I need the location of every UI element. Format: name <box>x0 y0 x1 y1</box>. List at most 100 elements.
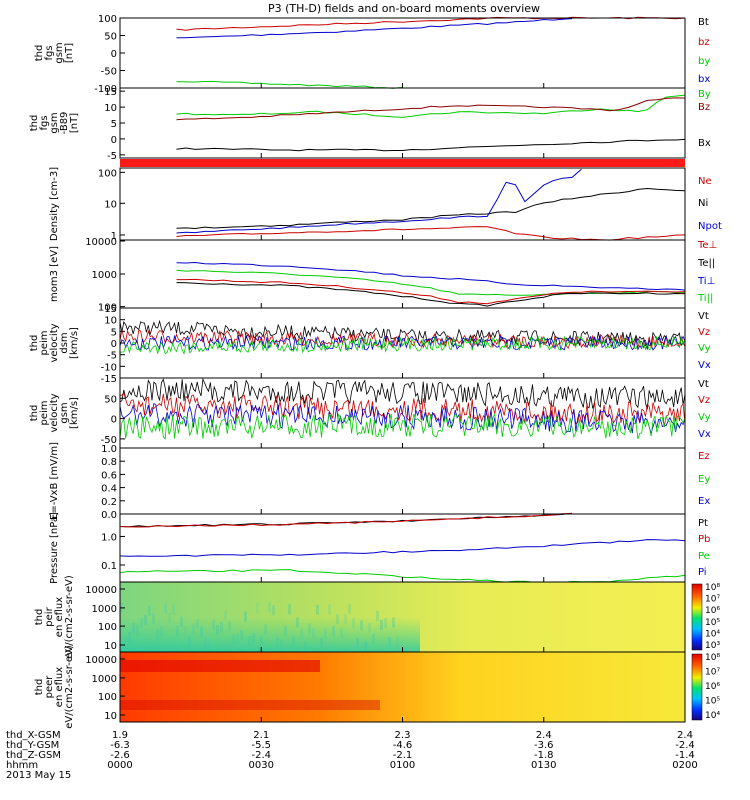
series-bz <box>176 16 686 31</box>
panel-6-ylabel: [km/s] <box>69 397 80 429</box>
row-label-hhmm: hhmm <box>6 760 38 771</box>
panel-7-frame <box>119 447 686 515</box>
heatmap-ion-streak <box>344 614 347 625</box>
series-Bx <box>176 138 686 152</box>
heatmap-ion-streak <box>132 623 135 634</box>
series-Vy <box>119 335 686 355</box>
panel-1-ylabel: [nT] <box>64 43 75 63</box>
heatmap-ion-streak <box>348 603 351 614</box>
panel-1-ylabel: thd <box>34 45 45 62</box>
heatmap-ion-streak <box>316 604 319 615</box>
panel-4-frame <box>119 239 686 309</box>
panel-7-ylabel: E=-VxB [mV/m] <box>49 442 60 520</box>
y-tick-label: 5 <box>111 119 117 130</box>
legend-Ni: Ni <box>698 198 708 209</box>
y-tick-label: 10000 <box>85 655 117 666</box>
y-tick-label: 0.4 <box>101 484 117 495</box>
heatmap-ion-streak <box>284 625 287 636</box>
row-label-y: thd_Y-GSM <box>6 740 59 751</box>
heatmap-ion-streak <box>128 632 131 643</box>
series-Npot <box>176 168 582 234</box>
heatmap-ion-streak <box>308 623 311 634</box>
panel-2-frame <box>119 87 686 159</box>
axis-value-x: 1.9 <box>112 730 128 741</box>
heatmap-ion-streak <box>360 620 363 631</box>
heatmap-ion-streak <box>396 637 399 648</box>
axis-value-x: 2.3 <box>395 730 411 741</box>
y-tick-label: -5 <box>107 151 117 162</box>
panel-2-ylabel: fgs <box>39 115 50 130</box>
heatmap-ion-streak <box>228 621 231 632</box>
y-tick-label: -50 <box>101 67 117 78</box>
heatmap-ion-streak <box>352 618 355 629</box>
heatmap-ion-streak <box>172 604 175 615</box>
legend-Pi: Pi <box>698 567 707 578</box>
heatmap-ion-streak <box>140 617 143 628</box>
axis-value-y: -4.6 <box>393 740 413 751</box>
y-tick-label: -50 <box>101 435 117 446</box>
heatmap-ion-streak <box>204 637 207 648</box>
panel-6-ylabel: velocity <box>49 393 60 432</box>
heatmap-ion-streak <box>180 616 183 627</box>
panel-6-ylabel: peim <box>39 400 50 425</box>
heatmap-ion-low <box>120 617 420 652</box>
panel-9-ylabel: en eflux <box>54 597 65 637</box>
legend-Te||: Te|| <box>697 258 715 269</box>
legend-Pe: Pe <box>698 551 710 562</box>
axis-value-z: -1.8 <box>534 750 554 761</box>
heatmap-ion-streak <box>336 613 339 624</box>
axis-value-z: -1.4 <box>675 750 695 761</box>
quality-flag-bar <box>120 159 685 167</box>
legend-bz: bz <box>698 37 710 48</box>
heatmap-ion-streak <box>184 626 187 637</box>
heatmap-ion-streak <box>240 630 243 641</box>
axis-value-y: -2.4 <box>675 740 695 751</box>
panel-3: Density [cm-3] Ne Ni Npot 100 10 1 <box>49 167 722 242</box>
legend-By: By <box>698 89 711 100</box>
panel-9-ylabel: peir <box>44 606 55 626</box>
heatmap-ion-streak <box>124 637 127 648</box>
legend-by: by <box>698 56 710 67</box>
panel-5-ylabel: [km/s] <box>69 327 80 359</box>
y-tick-label: 0.6 <box>101 470 117 481</box>
series-Vy <box>119 412 686 440</box>
heatmap-ion-streak <box>248 636 251 647</box>
colorbar-tick: 10⁷ <box>705 668 720 678</box>
heatmap-ion-streak <box>324 628 327 639</box>
legend-Ti⊥: Ti⊥ <box>697 276 715 287</box>
heatmap-ion-streak <box>192 623 195 634</box>
y-tick-label: 0.8 <box>101 457 117 468</box>
y-tick-label: 0 <box>111 135 117 146</box>
legend-Vz: Vz <box>698 395 710 406</box>
legend-Vx: Vx <box>698 429 711 440</box>
heatmap-ion-streak <box>296 617 299 628</box>
heatmap-ion-streak <box>384 618 387 629</box>
y-tick-label: 100 <box>98 168 117 179</box>
y-tick-label: -10 <box>101 362 117 373</box>
legend-Vx: Vx <box>698 360 711 371</box>
colorbar-tick: 10⁸ <box>705 653 720 663</box>
legend-Ez: Ez <box>698 451 710 462</box>
axis-value-hhmm: 0130 <box>531 760 556 771</box>
legend-Ti||: Ti|| <box>697 293 713 304</box>
y-tick-label: 10000 <box>85 585 117 596</box>
y-tick-label: 0 <box>111 339 117 350</box>
panel-5-ylabel: thd <box>29 335 40 352</box>
colorbar-tick: 10⁵ <box>705 618 720 628</box>
heatmap-ion-streak <box>312 628 315 639</box>
heatmap-ion-streak <box>372 633 375 644</box>
heatmap-ion-streak <box>144 614 147 625</box>
legend-bx: bx <box>698 74 710 85</box>
y-tick-label: 10 <box>104 199 117 210</box>
colorbar-tick: 10⁷ <box>705 595 720 605</box>
axis-value-hhmm: 0030 <box>249 760 274 771</box>
panel-5-ylabel: dsm <box>59 332 70 353</box>
series-Vx <box>119 334 686 351</box>
panel-10-ylabel: eV/(cm2-s-sr-eV) <box>64 645 75 729</box>
heatmap-ion-streak <box>364 641 367 652</box>
y-tick-label: 50 <box>104 394 117 405</box>
heatmap-ion-streak <box>288 604 291 615</box>
colorbar-tick: 10⁶ <box>705 682 720 692</box>
legend-Pt: Pt <box>698 518 708 529</box>
